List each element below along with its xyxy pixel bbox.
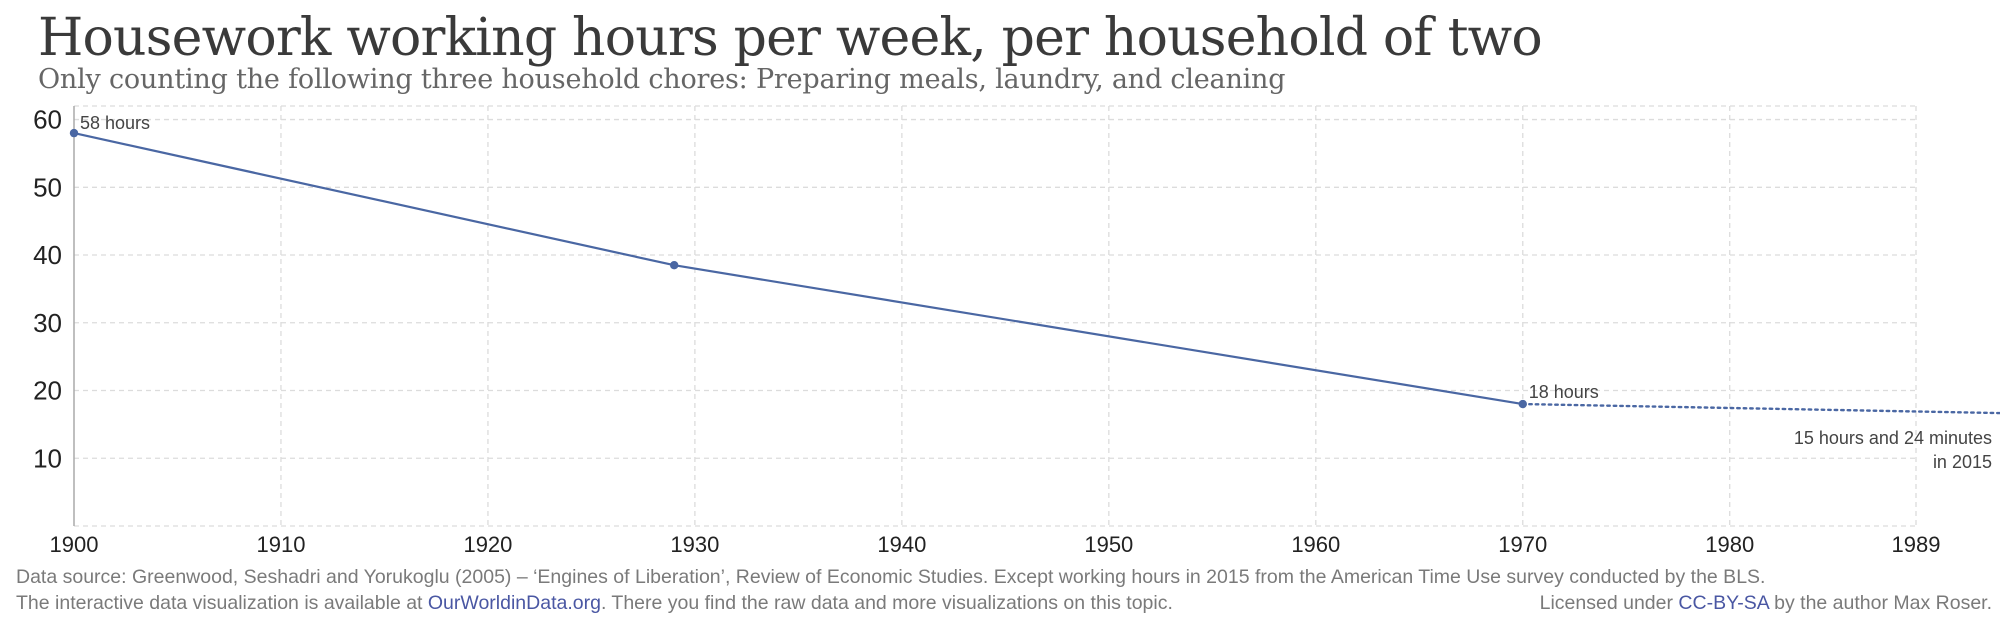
data-source-text: Data source: Greenwood, Seshadri and Yor… xyxy=(16,566,1766,588)
axes: 10 20 30 40 50 60 1900 1910 1920 1930 1940 1950 1960… xyxy=(33,105,1940,557)
data-source-note: Data source: Greenwood, Seshadri and Yor… xyxy=(16,565,1992,589)
x-tick-label: 1910 xyxy=(256,532,305,557)
y-tick-label: 20 xyxy=(33,376,62,406)
annotation-18-hours: 18 hours xyxy=(1529,382,1599,402)
y-tick-label: 40 xyxy=(33,240,62,270)
license-note: Licensed under CC-BY-SA by the author Ma… xyxy=(1540,591,1992,615)
y-tick-label: 50 xyxy=(33,172,62,202)
series-line-0 xyxy=(73,132,1523,406)
grid-lines xyxy=(74,105,1917,527)
annotation-2015: 15 hours and 24 minutes xyxy=(1794,428,1992,448)
annotation-2015-year: in 2015 xyxy=(1933,452,1992,472)
y-tick-label: 30 xyxy=(33,308,62,338)
interactive-prefix: The interactive data visualization is av… xyxy=(16,592,428,614)
data-points xyxy=(69,128,1527,409)
chart-title: Housework working hours per week, per ho… xyxy=(38,8,1543,68)
x-tick-label: 1970 xyxy=(1498,532,1547,557)
x-tick-label: 1930 xyxy=(670,532,719,557)
interactive-suffix: . There you find the raw data and more v… xyxy=(600,592,1173,614)
y-tick-label: 60 xyxy=(33,105,62,135)
footer-info: The interactive data visualization is av… xyxy=(16,591,1992,615)
labels: 58 hours 18 hours 15 hours and 24 minutes i… xyxy=(80,113,1992,472)
line-chart: 10 20 30 40 50 60 1900 1910 1920 1930 1940 1950 1960… xyxy=(33,105,2000,557)
x-tick-label: 1920 xyxy=(463,532,512,557)
x-tick-label: 1960 xyxy=(1291,532,1340,557)
data-point xyxy=(670,260,679,270)
x-tick-label: 1980 xyxy=(1705,532,1754,557)
x-tick-label: 1900 xyxy=(50,532,99,557)
data-point xyxy=(1518,399,1527,409)
y-tick-label: 10 xyxy=(33,443,62,473)
projection-line xyxy=(1521,402,2000,415)
license-suffix: by the author Max Roser. xyxy=(1768,592,1992,614)
annotation-58-hours: 58 hours xyxy=(80,113,150,133)
x-tick-label: 1940 xyxy=(877,532,926,557)
owid-link[interactable]: OurWorldinData.org xyxy=(427,592,601,614)
x-tick-label: 1989 xyxy=(1892,532,1941,557)
license-link[interactable]: CC-BY-SA xyxy=(1678,592,1769,614)
series-lines xyxy=(73,132,2000,415)
x-tick-label: 1950 xyxy=(1084,532,1133,557)
chart-subtitle: Only counting the following three househ… xyxy=(38,64,1286,95)
data-point xyxy=(69,128,79,138)
license-prefix: Licensed under xyxy=(1539,592,1679,614)
